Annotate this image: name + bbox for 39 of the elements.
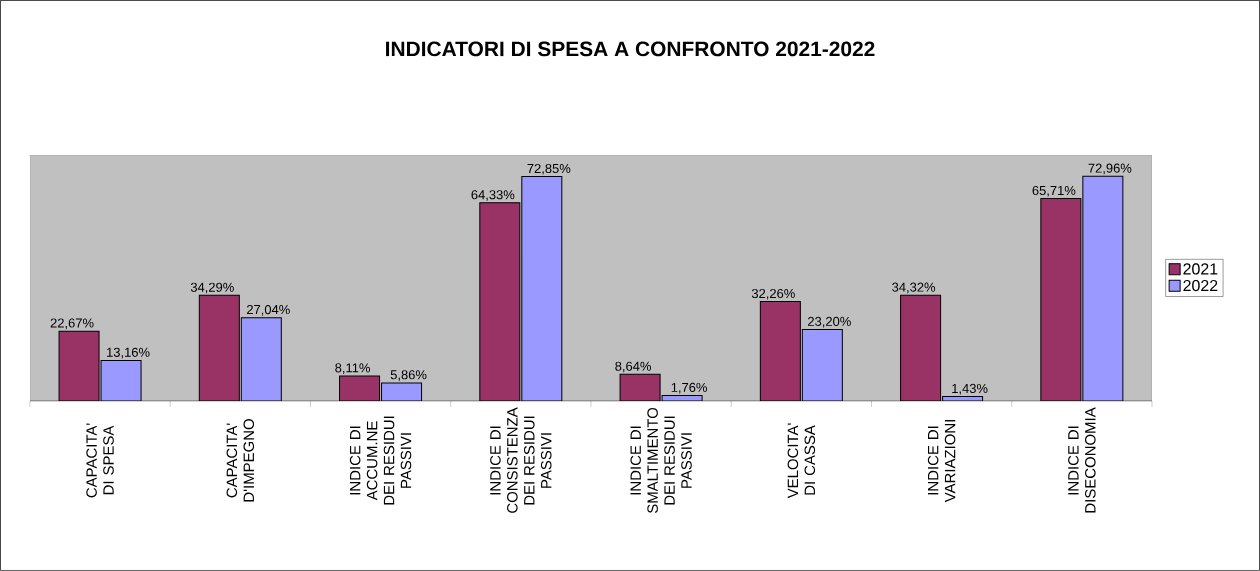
bar bbox=[198, 294, 240, 402]
bar bbox=[801, 329, 843, 402]
bar bbox=[521, 176, 563, 402]
data-label: 72,96% bbox=[1088, 163, 1132, 175]
bar bbox=[479, 202, 521, 402]
x-tick-label: INDICE DI SMALTIMENTO DEI RESIDUI PASSIVI bbox=[630, 407, 692, 514]
data-label: 32,26% bbox=[751, 288, 795, 300]
bar bbox=[759, 301, 801, 402]
x-tick-label: INDICE DI ACCUM.NE DEI RESIDUI PASSIVI bbox=[349, 416, 412, 505]
bar bbox=[1082, 175, 1124, 402]
legend-label: 2021 bbox=[1183, 263, 1218, 275]
data-label: 72,85% bbox=[527, 163, 571, 175]
data-label: 8,64% bbox=[615, 361, 651, 373]
bar bbox=[900, 294, 942, 402]
bar bbox=[240, 317, 282, 402]
data-label: 64,33% bbox=[471, 190, 515, 201]
data-label: 1,76% bbox=[671, 382, 707, 394]
x-tick-label: CAPACITA' DI SPESA bbox=[86, 423, 114, 498]
legend-label: 2022 bbox=[1183, 279, 1218, 292]
data-label: 27,04% bbox=[247, 305, 290, 316]
x-tick-label: VELOCITA' DI CASSA bbox=[787, 423, 816, 499]
x-tick-label: INDICE DI CONSISTENZA DEI RESIDUI PASSIVI bbox=[490, 407, 552, 513]
data-label: 13,16% bbox=[107, 347, 150, 359]
data-label: 34,32% bbox=[892, 282, 936, 294]
data-label: 34,29% bbox=[190, 282, 234, 294]
bar bbox=[339, 375, 381, 402]
data-label: 8,11% bbox=[335, 363, 370, 375]
chart-title: INDICATORI DI SPESA A CONFRONTO 2021-2022 bbox=[386, 41, 875, 57]
data-label: 65,71% bbox=[1032, 185, 1076, 197]
data-label: 1,43% bbox=[952, 383, 988, 395]
bar bbox=[100, 359, 142, 402]
x-tick-label: INDICE DI DISECONOMIA bbox=[1068, 407, 1096, 513]
data-label: 5,86% bbox=[390, 370, 427, 381]
x-tick-label: CAPACITA' D'IMPEGNO bbox=[226, 419, 255, 502]
x-tick-label: INDICE DI VARIAZIONI bbox=[927, 420, 956, 503]
data-label: 23,20% bbox=[808, 316, 851, 328]
bar bbox=[1040, 198, 1082, 402]
bar bbox=[58, 330, 100, 402]
data-label: 22,67% bbox=[50, 318, 94, 330]
